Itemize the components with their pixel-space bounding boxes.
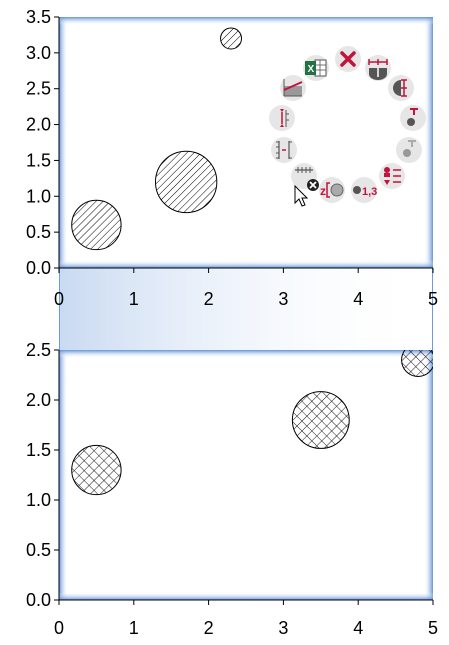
bottom-x-tick-label: 0 bbox=[54, 618, 64, 638]
z-order-button[interactable]: z bbox=[319, 177, 345, 203]
bottom-y-tick-label: 2.5 bbox=[26, 340, 51, 360]
top-bubble-2[interactable] bbox=[154, 150, 218, 214]
top-y-tick-label: 1.5 bbox=[26, 150, 51, 170]
plot-connector bbox=[59, 268, 433, 350]
axis-break-icon bbox=[276, 141, 292, 159]
bottom-y-tick-label: 2.0 bbox=[26, 390, 51, 410]
legend-icon bbox=[384, 167, 401, 185]
top-x-tick-label: 3 bbox=[278, 289, 288, 309]
top-y-tick-label: 2.5 bbox=[26, 79, 51, 99]
vertical-error-bar-icon bbox=[393, 79, 407, 97]
point-label-icon: 1,3 bbox=[353, 186, 377, 198]
axis-break-button[interactable] bbox=[271, 137, 297, 163]
label-below-icon bbox=[403, 140, 416, 157]
top-y-tick-label: 0.0 bbox=[26, 258, 51, 278]
horizontal-error-bars-button[interactable] bbox=[365, 55, 391, 81]
top-bubbles bbox=[71, 27, 243, 251]
top-x-tick-label: 0 bbox=[54, 289, 64, 309]
close-menu-button[interactable] bbox=[335, 46, 361, 72]
trendline-icon bbox=[283, 79, 303, 97]
top-bubble-3[interactable] bbox=[220, 27, 243, 50]
bottom-bubble-2[interactable] bbox=[291, 391, 350, 449]
z-order-icon: z bbox=[320, 182, 344, 198]
top-y-tick-label: 3.0 bbox=[26, 43, 51, 63]
trendline-button[interactable] bbox=[280, 75, 306, 101]
error-bar-cap-button[interactable] bbox=[269, 105, 295, 131]
bottom-x-tick-label: 5 bbox=[428, 618, 438, 638]
delete-point-icon bbox=[295, 167, 319, 191]
bottom-y-tick-label: 1.0 bbox=[26, 490, 51, 510]
radial-menu: 1,3 z bbox=[269, 46, 426, 207]
export-to-excel-button[interactable]: X bbox=[303, 55, 329, 81]
bottom-x-tick-label: 4 bbox=[353, 618, 363, 638]
top-y-tick-label: 1.0 bbox=[26, 186, 51, 206]
vertical-error-bars-button[interactable] bbox=[388, 75, 414, 101]
top-y-tick-label: 3.5 bbox=[26, 7, 51, 27]
legend-entries-button[interactable] bbox=[379, 163, 405, 189]
bottom-plot-area bbox=[59, 350, 433, 600]
point-label-text: 1,3 bbox=[362, 186, 377, 198]
bottom-y-tick-label: 0.0 bbox=[26, 590, 51, 610]
top-x-tick-label: 2 bbox=[204, 289, 214, 309]
top-x-tick-label: 4 bbox=[353, 289, 363, 309]
bottom-bubble-1[interactable] bbox=[71, 444, 122, 496]
error-bar-cap-icon bbox=[280, 109, 289, 127]
bottom-y-tick-label: 1.5 bbox=[26, 440, 51, 460]
close-icon bbox=[340, 51, 356, 67]
excel-icon-letter: X bbox=[308, 64, 315, 75]
bottom-y-tick-label: 0.5 bbox=[26, 540, 51, 560]
bottom-x-tick-label: 1 bbox=[129, 618, 139, 638]
top-y-tick-label: 2.0 bbox=[26, 115, 51, 135]
bottom-bubble-chart: 0.0 0.5 1.0 1.5 2.0 2.5 0 1 2 3 4 5 bbox=[26, 340, 438, 638]
label-above-icon bbox=[407, 108, 418, 126]
horizontal-error-bar-icon bbox=[368, 59, 388, 80]
excel-icon: X bbox=[305, 59, 327, 77]
top-y-tick-label: 0.5 bbox=[26, 222, 51, 242]
label-above-button[interactable] bbox=[400, 105, 426, 131]
point-value-label-button[interactable]: 1,3 bbox=[351, 177, 377, 203]
bottom-x-tick-label: 2 bbox=[204, 618, 214, 638]
mouse-cursor-icon bbox=[294, 184, 309, 207]
z-order-text: z bbox=[320, 184, 326, 198]
bottom-x-tick-label: 3 bbox=[278, 618, 288, 638]
bottom-bubbles bbox=[71, 344, 435, 496]
top-bubble-1[interactable] bbox=[71, 199, 122, 251]
delete-point-button[interactable] bbox=[291, 163, 319, 191]
label-below-button[interactable] bbox=[396, 137, 422, 163]
top-bubble-chart: 0.0 0.5 1.0 1.5 2.0 2.5 3.0 3.5 0 1 2 3 4 5 bbox=[26, 7, 438, 309]
top-x-tick-label: 1 bbox=[129, 289, 139, 309]
top-x-tick-label: 5 bbox=[428, 289, 438, 309]
bottom-bubble-3[interactable] bbox=[401, 344, 435, 377]
